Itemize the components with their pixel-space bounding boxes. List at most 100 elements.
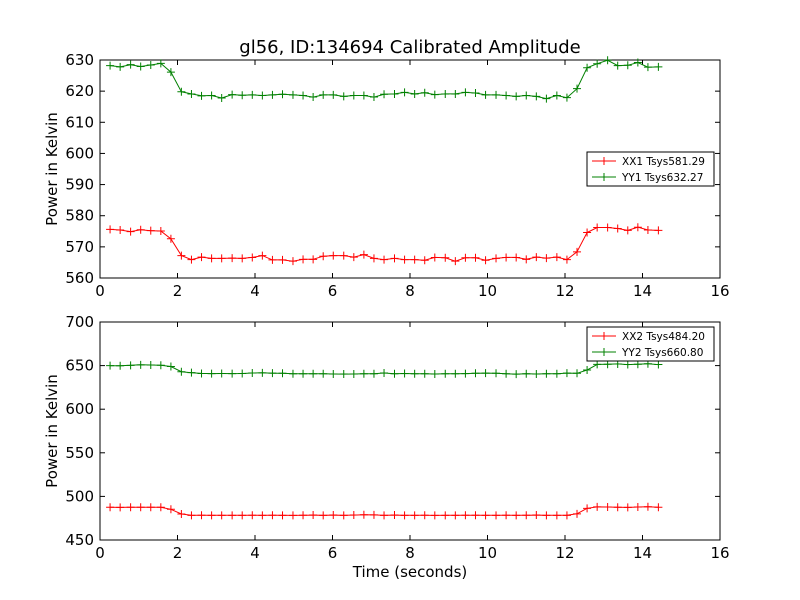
data-point [583, 366, 592, 375]
data-point [177, 87, 186, 96]
y-tick-label: 600 [65, 144, 94, 162]
data-point [258, 511, 267, 520]
data-point [542, 94, 551, 103]
data-point [380, 90, 389, 99]
data-point [156, 226, 165, 235]
data-point [573, 369, 582, 378]
data-point [502, 511, 511, 520]
data-point [654, 360, 663, 369]
data-point [603, 502, 612, 511]
data-point [238, 369, 247, 378]
data-point [288, 90, 297, 99]
data-point [481, 256, 490, 265]
data-point [238, 91, 247, 100]
data-point [319, 90, 328, 99]
legend-marker [600, 348, 608, 356]
data-point [390, 511, 399, 520]
data-point [502, 91, 511, 100]
data-point [329, 90, 338, 99]
data-point [380, 511, 389, 520]
data-point [207, 511, 216, 520]
data-point [532, 511, 541, 520]
legend-label: YY2 Tsys660.80 [621, 347, 703, 359]
x-tick-label: 8 [405, 544, 415, 562]
data-point [309, 369, 318, 378]
data-point [106, 361, 115, 370]
y-tick-label: 500 [65, 487, 94, 505]
data-point [583, 504, 592, 513]
data-point [654, 62, 663, 71]
data-point [258, 368, 267, 377]
y-tick-label: 610 [65, 113, 94, 131]
data-point [126, 503, 135, 512]
data-point [562, 369, 571, 378]
data-point [116, 503, 125, 512]
data-point [420, 369, 429, 378]
data-point [177, 510, 186, 519]
data-point [471, 89, 480, 98]
data-point [136, 360, 145, 369]
data-point [380, 369, 389, 378]
data-point [390, 254, 399, 263]
data-point [613, 224, 622, 233]
data-point [329, 369, 338, 378]
data-point [481, 511, 490, 520]
data-point [512, 253, 521, 262]
data-point [187, 368, 196, 377]
x-tick-label: 2 [173, 282, 183, 300]
data-point [126, 361, 135, 370]
data-point [197, 511, 206, 520]
data-point [319, 369, 328, 378]
data-point [593, 360, 602, 369]
data-point [187, 255, 196, 264]
data-point [562, 255, 571, 264]
data-point [177, 251, 186, 260]
x-tick-label: 10 [478, 282, 497, 300]
data-point [461, 511, 470, 520]
x-tick-label: 14 [633, 544, 652, 562]
data-point [166, 234, 175, 243]
data-point [441, 253, 450, 262]
data-point [573, 247, 582, 256]
data-point [228, 369, 237, 378]
data-point [410, 89, 419, 98]
data-point [512, 511, 521, 520]
data-point [492, 254, 501, 263]
x-tick-label: 4 [250, 282, 260, 300]
data-point [552, 511, 561, 520]
data-point [349, 511, 358, 520]
y-tick-label: 630 [65, 51, 94, 69]
data-point [146, 503, 155, 512]
data-point [339, 251, 348, 260]
y-axis-label: Power in Kelvin [43, 112, 61, 226]
data-point [451, 257, 460, 266]
data-point [603, 56, 612, 65]
data-point [562, 93, 571, 102]
data-point [349, 253, 358, 262]
data-point [106, 503, 115, 512]
data-point [400, 369, 409, 378]
data-point [481, 90, 490, 99]
x-axis-label: Time (seconds) [352, 563, 468, 581]
data-point [187, 89, 196, 98]
data-point [522, 369, 531, 378]
data-point [309, 93, 318, 102]
data-point [278, 90, 287, 99]
data-point [217, 254, 226, 263]
y-tick-label: 600 [65, 400, 94, 418]
data-point [278, 511, 287, 520]
data-point [542, 511, 551, 520]
x-tick-label: 0 [95, 544, 105, 562]
data-point [623, 503, 632, 512]
data-point [502, 253, 511, 262]
data-point [238, 254, 247, 263]
data-point [156, 361, 165, 370]
data-point [349, 91, 358, 100]
data-point [339, 92, 348, 101]
data-point [197, 91, 206, 100]
data-point [228, 511, 237, 520]
data-point [451, 369, 460, 378]
data-point [603, 223, 612, 232]
data-point [420, 88, 429, 97]
legend-label: XX1 Tsys581.29 [622, 156, 705, 168]
